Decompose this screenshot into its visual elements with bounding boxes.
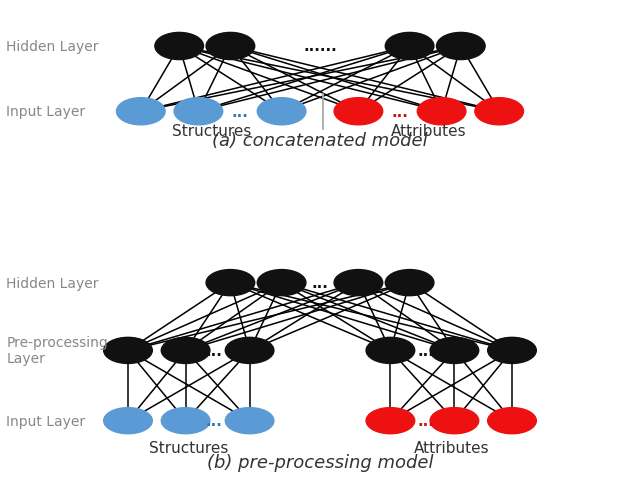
Ellipse shape — [385, 270, 434, 296]
Ellipse shape — [430, 338, 479, 364]
Text: ...: ... — [312, 276, 328, 291]
Ellipse shape — [488, 338, 536, 364]
Text: (a) concatenated model: (a) concatenated model — [212, 132, 428, 150]
Text: ...: ... — [232, 105, 248, 120]
Text: Hidden Layer: Hidden Layer — [6, 276, 99, 290]
Text: ...: ... — [206, 413, 223, 428]
Ellipse shape — [430, 408, 479, 434]
Text: Attributes: Attributes — [391, 124, 467, 139]
Text: Structures: Structures — [149, 440, 228, 454]
Text: ......: ...... — [303, 40, 337, 55]
Ellipse shape — [225, 338, 274, 364]
Ellipse shape — [104, 408, 152, 434]
Text: (b) pre-processing model: (b) pre-processing model — [207, 453, 433, 471]
Text: Structures: Structures — [172, 124, 251, 139]
Text: Attributes: Attributes — [413, 440, 489, 454]
Ellipse shape — [161, 408, 210, 434]
Ellipse shape — [116, 99, 165, 126]
Ellipse shape — [436, 34, 485, 61]
Text: ...: ... — [417, 343, 434, 358]
Ellipse shape — [475, 99, 524, 126]
Ellipse shape — [257, 270, 306, 296]
Ellipse shape — [104, 338, 152, 364]
Ellipse shape — [206, 270, 255, 296]
Ellipse shape — [366, 408, 415, 434]
Text: Input Layer: Input Layer — [6, 414, 86, 428]
Ellipse shape — [206, 34, 255, 61]
Text: ...: ... — [417, 413, 434, 428]
Ellipse shape — [174, 99, 223, 126]
Ellipse shape — [225, 408, 274, 434]
Text: Pre-processing
Layer: Pre-processing Layer — [6, 336, 108, 366]
Text: ...: ... — [392, 105, 408, 120]
Text: Hidden Layer: Hidden Layer — [6, 40, 99, 54]
Ellipse shape — [334, 270, 383, 296]
Ellipse shape — [334, 99, 383, 126]
Ellipse shape — [257, 99, 306, 126]
Ellipse shape — [385, 34, 434, 61]
Ellipse shape — [161, 338, 210, 364]
Text: Input Layer: Input Layer — [6, 105, 86, 119]
Ellipse shape — [155, 34, 204, 61]
Ellipse shape — [417, 99, 466, 126]
Ellipse shape — [366, 338, 415, 364]
Ellipse shape — [488, 408, 536, 434]
Text: ...: ... — [206, 343, 223, 358]
